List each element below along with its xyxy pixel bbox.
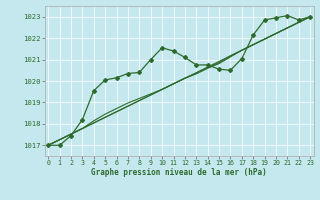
X-axis label: Graphe pression niveau de la mer (hPa): Graphe pression niveau de la mer (hPa) (91, 168, 267, 177)
